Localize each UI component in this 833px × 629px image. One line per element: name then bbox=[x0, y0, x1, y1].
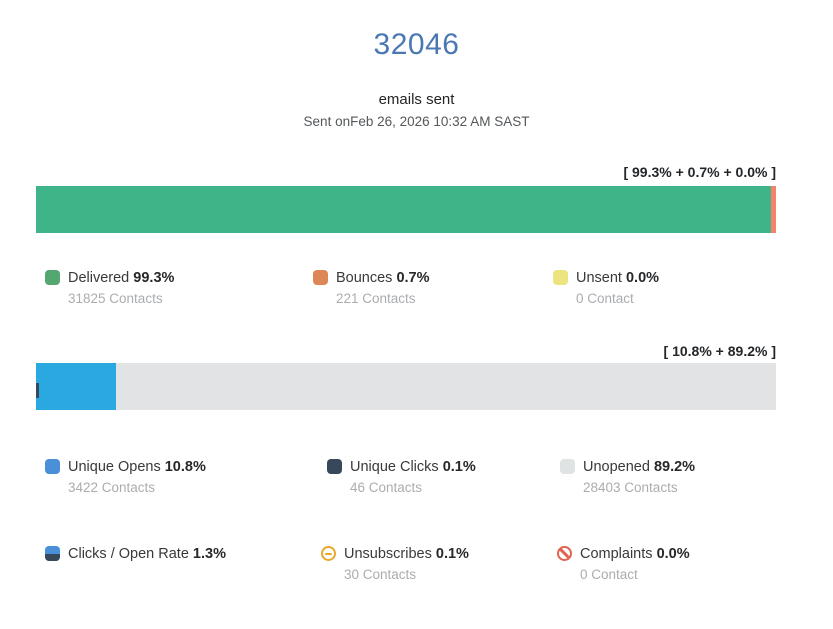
unique-opens-percent: 10.8% bbox=[164, 459, 206, 475]
legend-clicks-open-rate: Clicks / Open Rate 1.3% bbox=[45, 545, 226, 563]
unique-clicks-bar-segment[interactable] bbox=[36, 383, 39, 398]
delivered-percent: 99.3% bbox=[133, 270, 175, 286]
unsubscribes-contacts: 30 Contacts bbox=[344, 567, 417, 582]
delivery-stacked-bar[interactable] bbox=[36, 186, 776, 233]
clicks-open-rate-percent: 1.3% bbox=[192, 546, 226, 562]
legend-unopened: Unopened 89.2% 28403 Contacts bbox=[560, 458, 695, 496]
unique-clicks-contacts: 46 Contacts bbox=[350, 480, 423, 495]
unique-opens-bar-segment[interactable] bbox=[36, 363, 116, 410]
legend-bounces: Bounces 0.7% 221 Contacts bbox=[313, 269, 430, 307]
unopened-percent: 89.2% bbox=[653, 459, 696, 475]
unsent-percent: 0.0% bbox=[625, 270, 660, 286]
bounces-percent: 0.7% bbox=[396, 270, 430, 286]
unopened-label: Unopened 89.2% bbox=[583, 459, 696, 475]
unopened-bar-segment[interactable] bbox=[115, 363, 776, 410]
delivered-contacts: 31825 Contacts bbox=[68, 291, 163, 306]
bounces-contacts: 221 Contacts bbox=[336, 291, 416, 306]
complaints-percent: 0.0% bbox=[656, 546, 690, 562]
unique-clicks-label: Unique Clicks 0.1% bbox=[350, 459, 476, 475]
unique-opens-swatch-icon bbox=[45, 459, 60, 474]
unsent-contacts: 0 Contact bbox=[576, 291, 634, 306]
legend-delivered: Delivered 99.3% 31825 Contacts bbox=[45, 269, 174, 307]
unique-opens-label: Unique Opens 10.8% bbox=[68, 459, 206, 475]
delivered-label: Delivered 99.3% bbox=[68, 270, 175, 286]
legend-unique-clicks: Unique Clicks 0.1% 46 Contacts bbox=[327, 458, 476, 496]
unique-clicks-swatch-icon bbox=[327, 459, 342, 474]
complaints-contacts: 0 Contact bbox=[580, 567, 638, 582]
clicks-open-rate-label: Clicks / Open Rate 1.3% bbox=[68, 546, 226, 562]
legend-unsubscribes: Unsubscribes 0.1% 30 Contacts bbox=[321, 545, 469, 583]
legend-unique-opens: Unique Opens 10.8% 3422 Contacts bbox=[45, 458, 206, 496]
emails-sent-label: emails sent bbox=[378, 91, 455, 108]
unsent-swatch-icon bbox=[553, 270, 568, 285]
bounces-bar-segment[interactable] bbox=[770, 186, 776, 233]
minus-circle-icon bbox=[321, 546, 336, 561]
unopened-contacts: 28403 Contacts bbox=[583, 480, 678, 495]
engagement-percentages-label: [ 10.8% + 89.2% ] bbox=[663, 343, 776, 359]
bounces-swatch-icon bbox=[313, 270, 328, 285]
delivered-bar-segment[interactable] bbox=[36, 186, 771, 233]
legend-unsent: Unsent 0.0% 0 Contact bbox=[553, 269, 659, 307]
unsubscribes-label: Unsubscribes 0.1% bbox=[344, 546, 469, 562]
unsent-label: Unsent 0.0% bbox=[576, 270, 660, 286]
clicks-open-rate-swatch-icon bbox=[45, 546, 60, 561]
ban-circle-icon bbox=[557, 546, 572, 561]
complaints-label: Complaints 0.0% bbox=[580, 546, 690, 562]
legend-complaints: Complaints 0.0% 0 Contact bbox=[557, 545, 690, 583]
delivery-percentages-label: [ 99.3% + 0.7% + 0.0% ] bbox=[623, 164, 776, 180]
unique-opens-contacts: 3422 Contacts bbox=[68, 480, 156, 495]
emails-sent-count: 32046 bbox=[373, 28, 460, 61]
unopened-swatch-icon bbox=[560, 459, 575, 474]
engagement-stacked-bar[interactable] bbox=[36, 363, 776, 410]
delivered-swatch-icon bbox=[45, 270, 60, 285]
bounces-label: Bounces 0.7% bbox=[336, 270, 430, 286]
sent-timestamp: Sent onFeb 26, 2026 10:32 AM SAST bbox=[303, 114, 530, 129]
unique-clicks-percent: 0.1% bbox=[442, 459, 476, 475]
unsubscribes-percent: 0.1% bbox=[435, 546, 469, 562]
